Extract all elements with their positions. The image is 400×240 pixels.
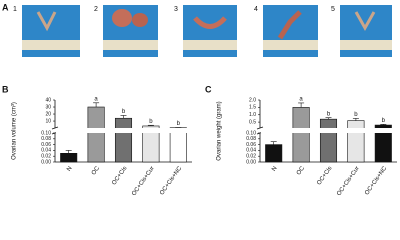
photo-label: 3 <box>174 6 178 13</box>
x-tick-label: OC+Cis <box>111 166 128 187</box>
bar <box>265 144 283 163</box>
photo: 2 <box>94 5 158 57</box>
axis-break <box>51 126 59 130</box>
bar <box>60 153 78 163</box>
bar <box>87 106 105 163</box>
significance-letter: a <box>299 97 303 103</box>
bar <box>114 117 133 163</box>
axis-break <box>256 126 264 130</box>
x-tick-label: N <box>271 166 278 173</box>
panel-label: B <box>2 84 9 94</box>
y-axis-label: Ovarian volume (cm³) <box>12 102 18 160</box>
x-tick-label: OC+Cis+Cur <box>131 166 156 198</box>
x-tick-label: OC <box>91 165 101 176</box>
y-tick-label: 0.06 <box>246 142 256 148</box>
break-gap <box>261 128 398 133</box>
x-tick-label: OC+Cis+Cur <box>336 166 361 198</box>
photo-label: 4 <box>254 6 258 13</box>
x-tick-label: OC+Cis <box>316 166 333 187</box>
panel-label: A <box>2 2 9 12</box>
y-tick-label: 0.10 <box>246 130 256 136</box>
x-tick-label: OC+Cis+NC <box>159 165 183 196</box>
photo-label: 5 <box>331 6 335 13</box>
x-tick-label: OC <box>296 165 306 176</box>
photo-label: 1 <box>13 6 17 13</box>
y-axis-label: Ovarian weight (gram) <box>217 101 223 160</box>
photo: 3 <box>174 5 237 57</box>
break-gap <box>56 128 193 133</box>
significance-letter: b <box>327 111 331 117</box>
y-tick-label: 20 <box>45 111 51 117</box>
y-tick-label: 0.08 <box>41 136 51 142</box>
y-tick-label: 1.5 <box>249 105 256 111</box>
photo-label: 2 <box>94 6 98 13</box>
bar <box>292 107 310 163</box>
x-tick-label: OC+Cis+NC <box>364 165 388 196</box>
significance-letter: b <box>122 109 126 115</box>
y-tick-label: 0.06 <box>41 142 51 148</box>
photo: 1 <box>13 5 80 57</box>
y-tick-label: 1.0 <box>249 112 256 118</box>
y-tick-label: 30 <box>45 104 51 110</box>
y-tick-label: 0.00 <box>246 159 256 165</box>
photo: 5 <box>331 5 392 57</box>
figure: A 1 2 3 4 5 B C Ovarian volume (cm³) 0.00… <box>2 2 398 198</box>
bar <box>319 118 338 163</box>
y-tick-label: 0.10 <box>41 130 51 136</box>
significance-letter: b <box>149 119 153 125</box>
y-tick-label: 0.08 <box>246 136 256 142</box>
y-tick-label: 0.04 <box>41 148 51 154</box>
y-tick-label: 0.02 <box>41 154 51 160</box>
significance-letter: b <box>382 118 386 124</box>
photo: 4 <box>254 5 318 57</box>
y-tick-label: 0.00 <box>41 159 51 165</box>
y-tick-label: 0.5 <box>249 119 256 125</box>
y-tick-label: 40 <box>45 97 51 103</box>
panel-label: C <box>205 84 212 94</box>
significance-letter: a <box>94 96 98 102</box>
y-tick-label: 0.04 <box>246 148 256 154</box>
y-tick-label: 2.0 <box>249 97 256 103</box>
significance-letter: b <box>177 121 181 127</box>
y-tick-label: 10 <box>45 118 51 124</box>
bar <box>347 120 365 163</box>
y-tick-label: 0.02 <box>246 154 256 160</box>
significance-letter: b <box>354 112 358 118</box>
x-tick-label: N <box>66 166 73 173</box>
